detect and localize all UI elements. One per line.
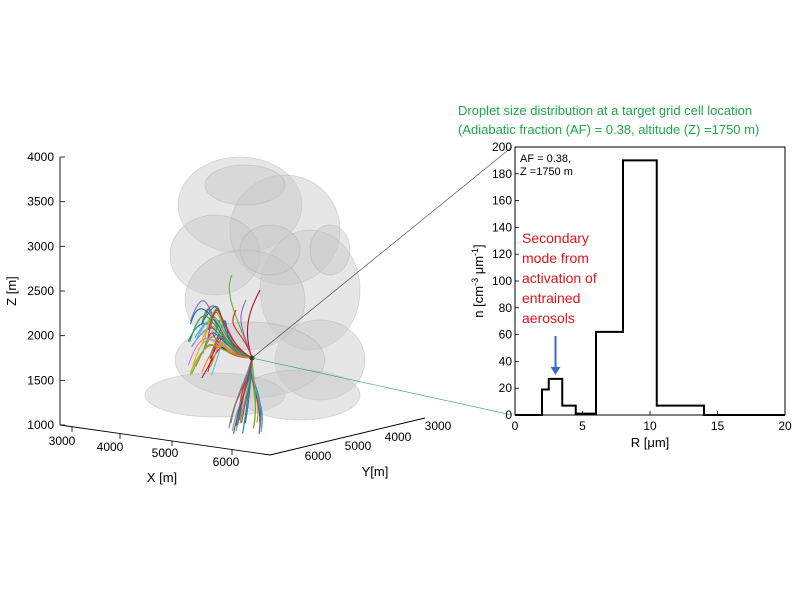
trajectory-line [230, 357, 253, 424]
x-tick-label: 3000 [49, 434, 76, 448]
histogram-y-tick-label: 120 [492, 247, 512, 261]
z-axis-label: Z [m] [4, 276, 19, 306]
histogram-title-line-1: Droplet size distribution at a target gr… [458, 103, 753, 118]
histogram-x-tick-label: 20 [778, 419, 792, 433]
z-axis-ticks: 1000 1500 2000 2500 3000 3500 4000 [27, 150, 65, 432]
annotation-line: Secondary [522, 230, 589, 246]
histogram-y-tick-label: 20 [499, 381, 513, 395]
trajectory-line [189, 315, 253, 359]
x-axis-ticks [71, 427, 233, 455]
z-tick-label: 3500 [27, 195, 54, 209]
x-tick-label: 4000 [97, 440, 124, 454]
z-tick-label: 3000 [27, 239, 54, 253]
histogram-y-tick-label: 80 [499, 301, 513, 315]
histogram-y-label: n [cm-3 μm-1] [470, 244, 486, 317]
histogram-y-tick-label: 140 [492, 220, 512, 234]
histogram-x-label: R [μm] [631, 435, 670, 450]
z-tick-label: 2000 [27, 329, 54, 343]
histogram-x-tick-label: 0 [512, 419, 519, 433]
af-label: AF = 0.38, [520, 153, 572, 165]
y-axis-label: Y[m] [362, 464, 389, 479]
trajectory-line [233, 357, 253, 434]
y-tick-label: 5000 [345, 439, 372, 453]
trajectory-line [207, 309, 253, 359]
plume-panel: 1000 1500 2000 2500 3000 3500 4000 3000 4000 5… [4, 150, 452, 485]
z-tick-label: 4000 [27, 150, 54, 164]
x-axis-label: X [m] [147, 470, 177, 485]
histogram-y-tick-label: 0 [505, 408, 512, 422]
histogram-y-tick-label: 180 [492, 167, 512, 181]
histogram-step-line [515, 159, 785, 416]
connector-line-top [251, 146, 513, 359]
annotation-line: mode from [522, 250, 589, 266]
z-tick-label: 1000 [27, 418, 54, 432]
trajectory-line [232, 309, 253, 359]
x-tick-label: 6000 [213, 455, 240, 469]
z-tick-label: 2500 [27, 284, 54, 298]
histogram-x-tick-label: 10 [643, 419, 657, 433]
secondary-mode-annotation: Secondary mode from activation of entrai… [522, 228, 597, 328]
trajectory-line [251, 357, 257, 429]
y-tick-label: 3000 [425, 419, 452, 433]
trajectory-lines [187, 274, 263, 435]
x-tick-label: 5000 [152, 446, 179, 460]
histogram-x-tick-label: 5 [579, 419, 586, 433]
y-tick-label: 4000 [385, 430, 412, 444]
histogram-y-tick-label: 60 [499, 328, 513, 342]
connector-line-bottom [251, 357, 513, 416]
histogram-y-tick-label: 100 [492, 274, 512, 288]
trajectory-line [210, 340, 253, 368]
histogram-y-tick-label: 200 [492, 140, 512, 154]
histogram-title-line-2: (Adiabatic fraction (AF) = 0.38, altitud… [458, 122, 760, 137]
annotation-line: aerosols [522, 310, 575, 326]
cloud-plume [144, 156, 366, 421]
annotation-line: entrained [522, 290, 581, 306]
annotation-line: activation of [522, 270, 597, 286]
z-label: Z =1750 m [520, 166, 573, 178]
histogram-y-tick-label: 160 [492, 194, 512, 208]
histogram-x-tick-label: 15 [711, 419, 725, 433]
arrow-icon [550, 336, 561, 375]
z-tick-label: 1500 [27, 373, 54, 387]
histogram-y-tick-label: 40 [499, 354, 513, 368]
y-tick-label: 6000 [305, 449, 332, 463]
